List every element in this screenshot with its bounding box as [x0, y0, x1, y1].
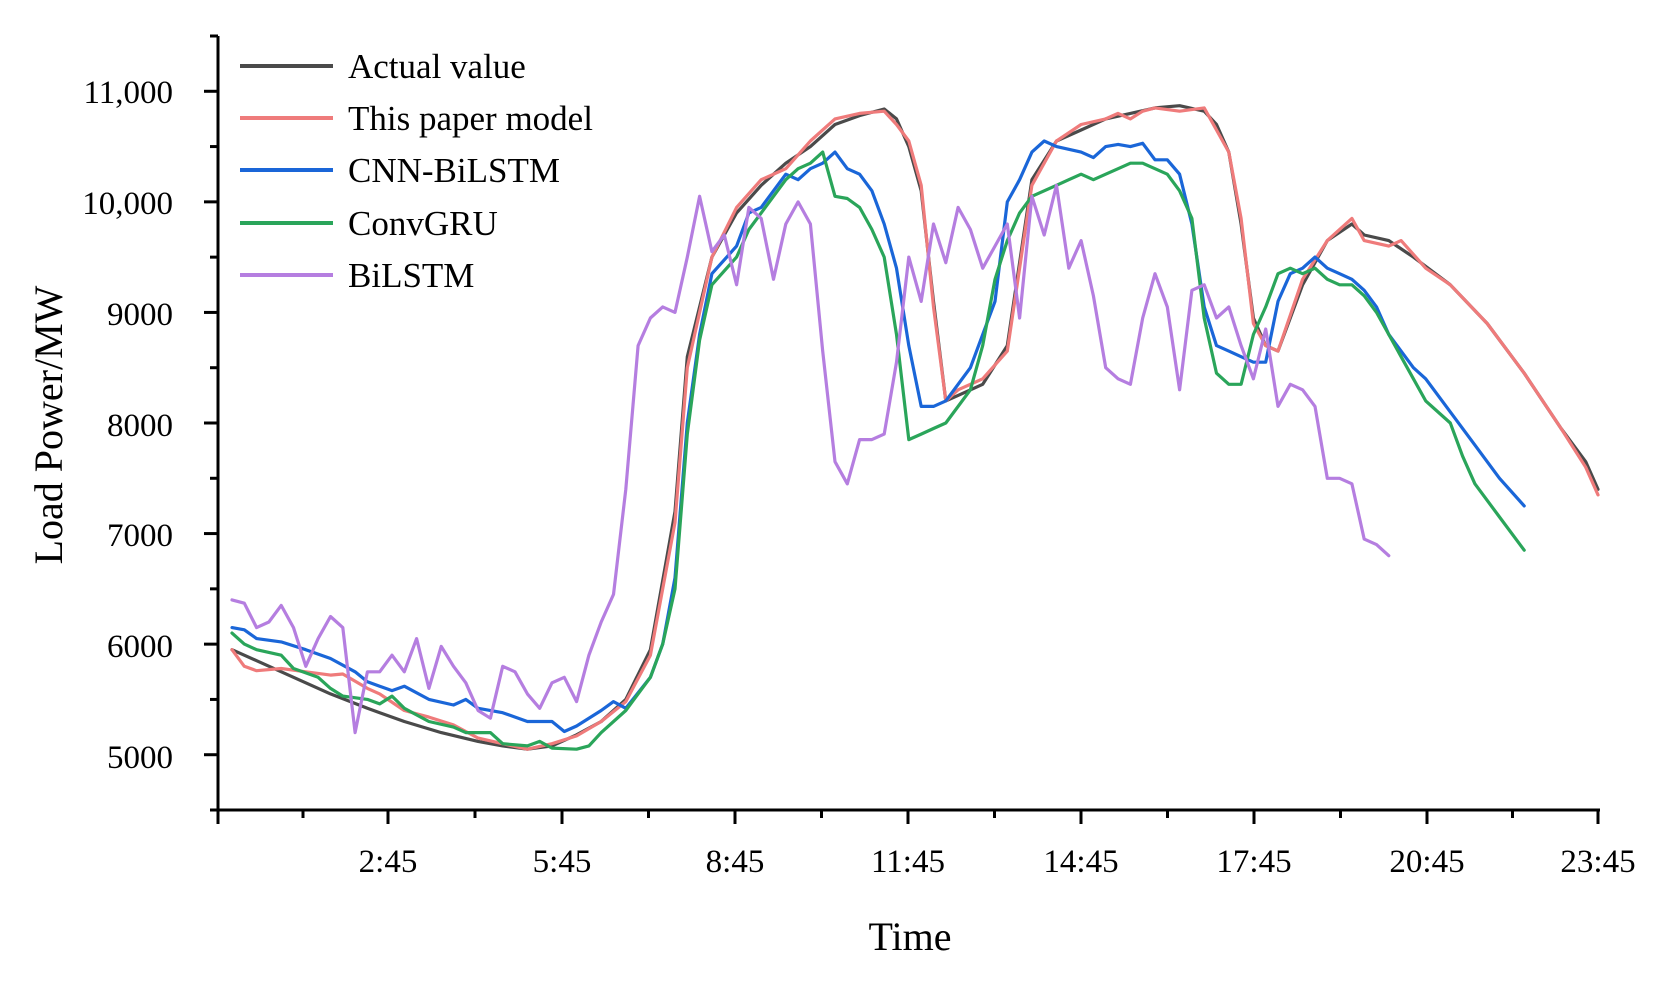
legend-item-convgru: ConvGRU [240, 204, 498, 243]
legend-label: BiLSTM [348, 256, 474, 295]
series-line-this-paper-model [230, 106, 1600, 751]
x-tick-label: 11:45 [871, 844, 945, 880]
legend: Actual value This paper model CNN-BiLSTM… [240, 47, 593, 295]
x-tick-label: 2:45 [359, 844, 418, 880]
legend-item-bilstm: BiLSTM [240, 256, 474, 295]
x-tick-label: 17:45 [1216, 844, 1291, 880]
y-tick-label: 7000 [107, 518, 173, 554]
y-tick-label: 11,000 [83, 75, 173, 111]
legend-label: This paper model [348, 99, 593, 138]
legend-label: CNN-BiLSTM [348, 151, 560, 190]
legend-label: Actual value [348, 47, 526, 86]
y-tick-label: 5000 [107, 740, 173, 776]
tick-labels: 2:45 5:45 8:45 11:45 14:45 17:45 20:45 2… [82, 75, 1635, 880]
series-line-cnn-bilstm [230, 139, 1526, 734]
x-axis-title: Time [868, 914, 951, 959]
ticks [204, 34, 1600, 824]
y-tick-label: 6000 [107, 629, 173, 665]
x-tick-label: 14:45 [1043, 844, 1118, 880]
x-tick-label: 20:45 [1389, 844, 1464, 880]
series-line-convgru [230, 150, 1526, 751]
legend-item-actual-value: Actual value [240, 47, 526, 86]
y-tick-label: 10,000 [82, 186, 173, 222]
y-tick-label: 8000 [107, 408, 173, 444]
legend-item-this-paper-model: This paper model [240, 99, 593, 138]
x-tick-label: 8:45 [706, 844, 765, 880]
series-line-actual-value [230, 104, 1600, 751]
y-tick-label: 9000 [107, 297, 173, 333]
x-tick-label: 23:45 [1560, 844, 1635, 880]
legend-label: ConvGRU [348, 204, 498, 243]
legend-item-cnn-bilstm: CNN-BiLSTM [240, 151, 560, 190]
x-tick-label: 5:45 [533, 844, 592, 880]
series-line-bilstm [230, 183, 1391, 735]
series-layer [230, 104, 1600, 751]
y-axis-title: Load Power/MW [26, 285, 71, 564]
